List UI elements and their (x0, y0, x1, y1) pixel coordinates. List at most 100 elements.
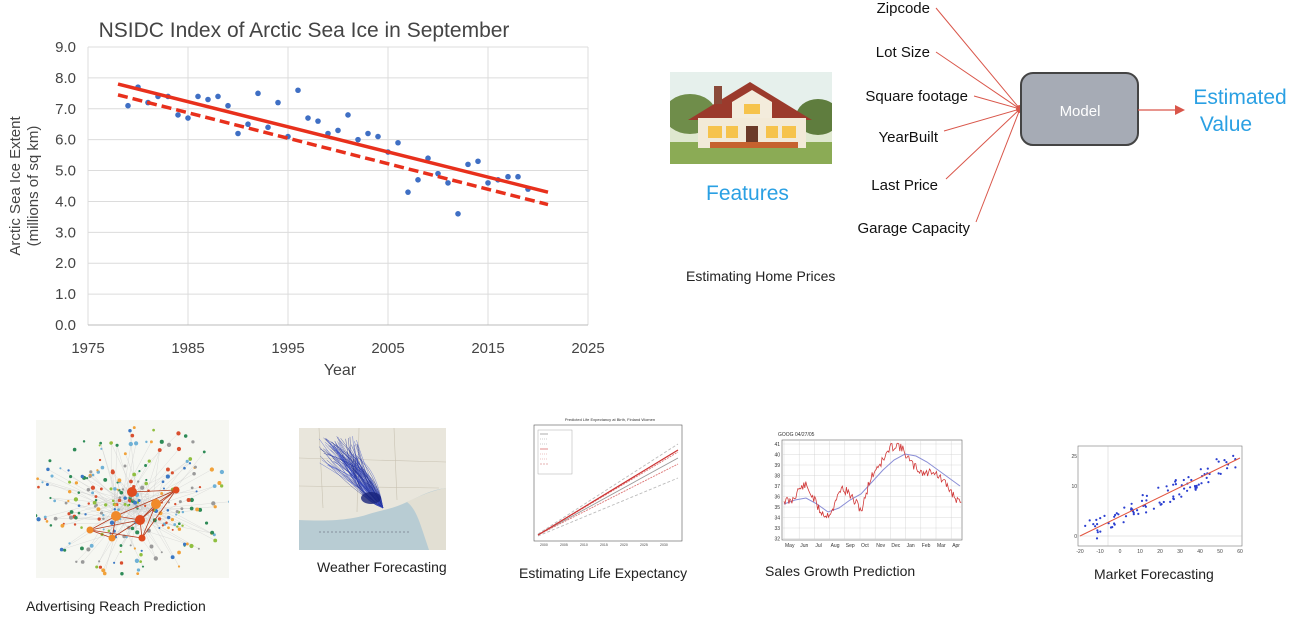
market-y-tick: 0 (1074, 534, 1077, 540)
advertising-caption: Advertising Reach Prediction (26, 598, 206, 614)
data-point (185, 115, 191, 121)
stock-y-tick: 40 (774, 453, 780, 459)
stock-y-tick: 41 (774, 442, 780, 448)
x-tick-label: 2015 (471, 340, 504, 357)
y-tick-label: 3.0 (55, 224, 76, 241)
stock-month-label: Jan (907, 543, 915, 549)
market-x-tick: -20 (1076, 549, 1083, 555)
stock-month-label: Aug (831, 543, 840, 549)
life-chart-title: Predicted Life Expectancy at Birth, Finl… (565, 417, 655, 422)
stock-month-label: Jul (815, 543, 821, 549)
trend-line-solid (117, 82, 549, 194)
stock-y-tick: 36 (774, 495, 780, 501)
trend-line-dashed (117, 93, 549, 207)
svg-text:2030: 2030 (660, 543, 668, 547)
feature-input-line (935, 51, 1021, 110)
chart-grid (87, 46, 589, 326)
stock-y-tick: 35 (774, 505, 780, 511)
network-graph-thumbnail (36, 420, 229, 578)
stock-month-label: Oct (861, 543, 869, 549)
feature-input-label: Square footage (865, 88, 968, 105)
stock-month-label: Dec (891, 543, 900, 549)
output-label-line1: Estimated (1193, 86, 1286, 109)
model-label: Model (1060, 103, 1101, 120)
data-point (455, 211, 461, 217)
feature-input-line (945, 108, 1021, 180)
x-axis-ticks: 1975 1985 1995 2005 2015 2025 (71, 340, 604, 357)
weather-map-thumbnail (299, 428, 446, 550)
market-x-tick: 60 (1237, 549, 1243, 555)
stock-month-label: Feb (922, 543, 931, 549)
feature-input-line (943, 108, 1021, 132)
data-point (295, 87, 301, 94)
market-x-tick: 40 (1197, 549, 1203, 555)
y-axis-ticks: 0.0 1.0 2.0 3.0 4.0 5.0 6.0 7.0 8.0 9.0 (55, 39, 76, 334)
x-axis-label: Year (324, 362, 357, 379)
stock-chart-title: GOOG 04/27/05 (778, 432, 815, 438)
sales-caption: Sales Growth Prediction (765, 563, 916, 579)
market-x-tick: 0 (1119, 549, 1122, 555)
market-y-tick: 10 (1071, 484, 1077, 490)
feature-input-label: YearBuilt (879, 129, 939, 146)
stock-y-tick: 39 (774, 463, 780, 469)
data-point (215, 93, 221, 100)
svg-text:2015: 2015 (600, 543, 608, 547)
stock-month-label: Apr (952, 543, 960, 549)
svg-text:2020: 2020 (620, 543, 628, 547)
data-point (225, 102, 231, 109)
data-point (465, 161, 471, 168)
data-point (505, 173, 511, 180)
weather-caption: Weather Forecasting (317, 559, 447, 575)
stock-y-tick: 33 (774, 526, 780, 532)
stock-month-label: May (785, 543, 795, 549)
data-point (125, 102, 131, 109)
x-tick-label: 2025 (571, 340, 604, 357)
stock-chart-thumbnail: GOOG 04/27/05 41 40 39 38 37 36 35 34 33 32 May Ju… (770, 430, 966, 552)
home-prices-caption: Estimating Home Prices (686, 268, 836, 284)
data-point (235, 130, 241, 137)
y-tick-label: 1.0 (55, 286, 76, 303)
market-y-tick: 25 (1071, 454, 1077, 460)
svg-text:2000: 2000 (540, 543, 548, 547)
data-point (175, 112, 181, 118)
life-expectancy-thumbnail: Predicted Life Expectancy at Birth, Finl… (518, 414, 688, 554)
data-point (445, 180, 451, 186)
y-tick-label: 8.0 (55, 70, 76, 87)
data-point (355, 136, 361, 143)
feature-input-line (935, 7, 1021, 110)
data-point (365, 130, 371, 137)
sea-ice-chart: NSIDC Index of Arctic Sea Ice in Septemb… (7, 19, 605, 379)
y-tick-label: 0.0 (55, 317, 76, 334)
chart-title: NSIDC Index of Arctic Sea Ice in Septemb… (99, 19, 510, 42)
y-axis-label: Arctic Sea Ice Extent (7, 116, 24, 256)
trend-lines (117, 82, 549, 207)
feature-input-label: Lot Size (876, 44, 930, 61)
svg-text:2005: 2005 (560, 543, 568, 547)
feature-input-line (975, 108, 1021, 223)
data-points (125, 84, 531, 217)
data-point (415, 177, 421, 183)
stock-month-label: Nov (876, 543, 885, 549)
data-point (375, 133, 381, 140)
x-tick-label: 1985 (171, 340, 204, 357)
y-tick-label: 4.0 (55, 193, 76, 210)
model-diagram: Zipcode Lot Size Square footage YearBuilt La… (857, 0, 1286, 237)
data-point (245, 121, 251, 128)
data-point (515, 173, 521, 180)
y-tick-label: 5.0 (55, 163, 76, 180)
stock-month-label: Sep (846, 543, 855, 549)
stock-y-tick: 38 (774, 474, 780, 480)
market-x-tick: 20 (1157, 549, 1163, 555)
stock-month-label: Mar (937, 543, 946, 549)
data-point (255, 90, 261, 97)
y-tick-label: 9.0 (55, 39, 76, 56)
data-point (475, 158, 481, 165)
data-point (265, 124, 271, 131)
data-point (425, 155, 431, 161)
data-point (395, 139, 401, 146)
data-point (335, 127, 341, 134)
output-label-line2: Value (1200, 113, 1252, 136)
market-x-tick: 30 (1177, 549, 1183, 555)
market-x-tick: 10 (1137, 549, 1143, 555)
data-point (205, 96, 211, 103)
